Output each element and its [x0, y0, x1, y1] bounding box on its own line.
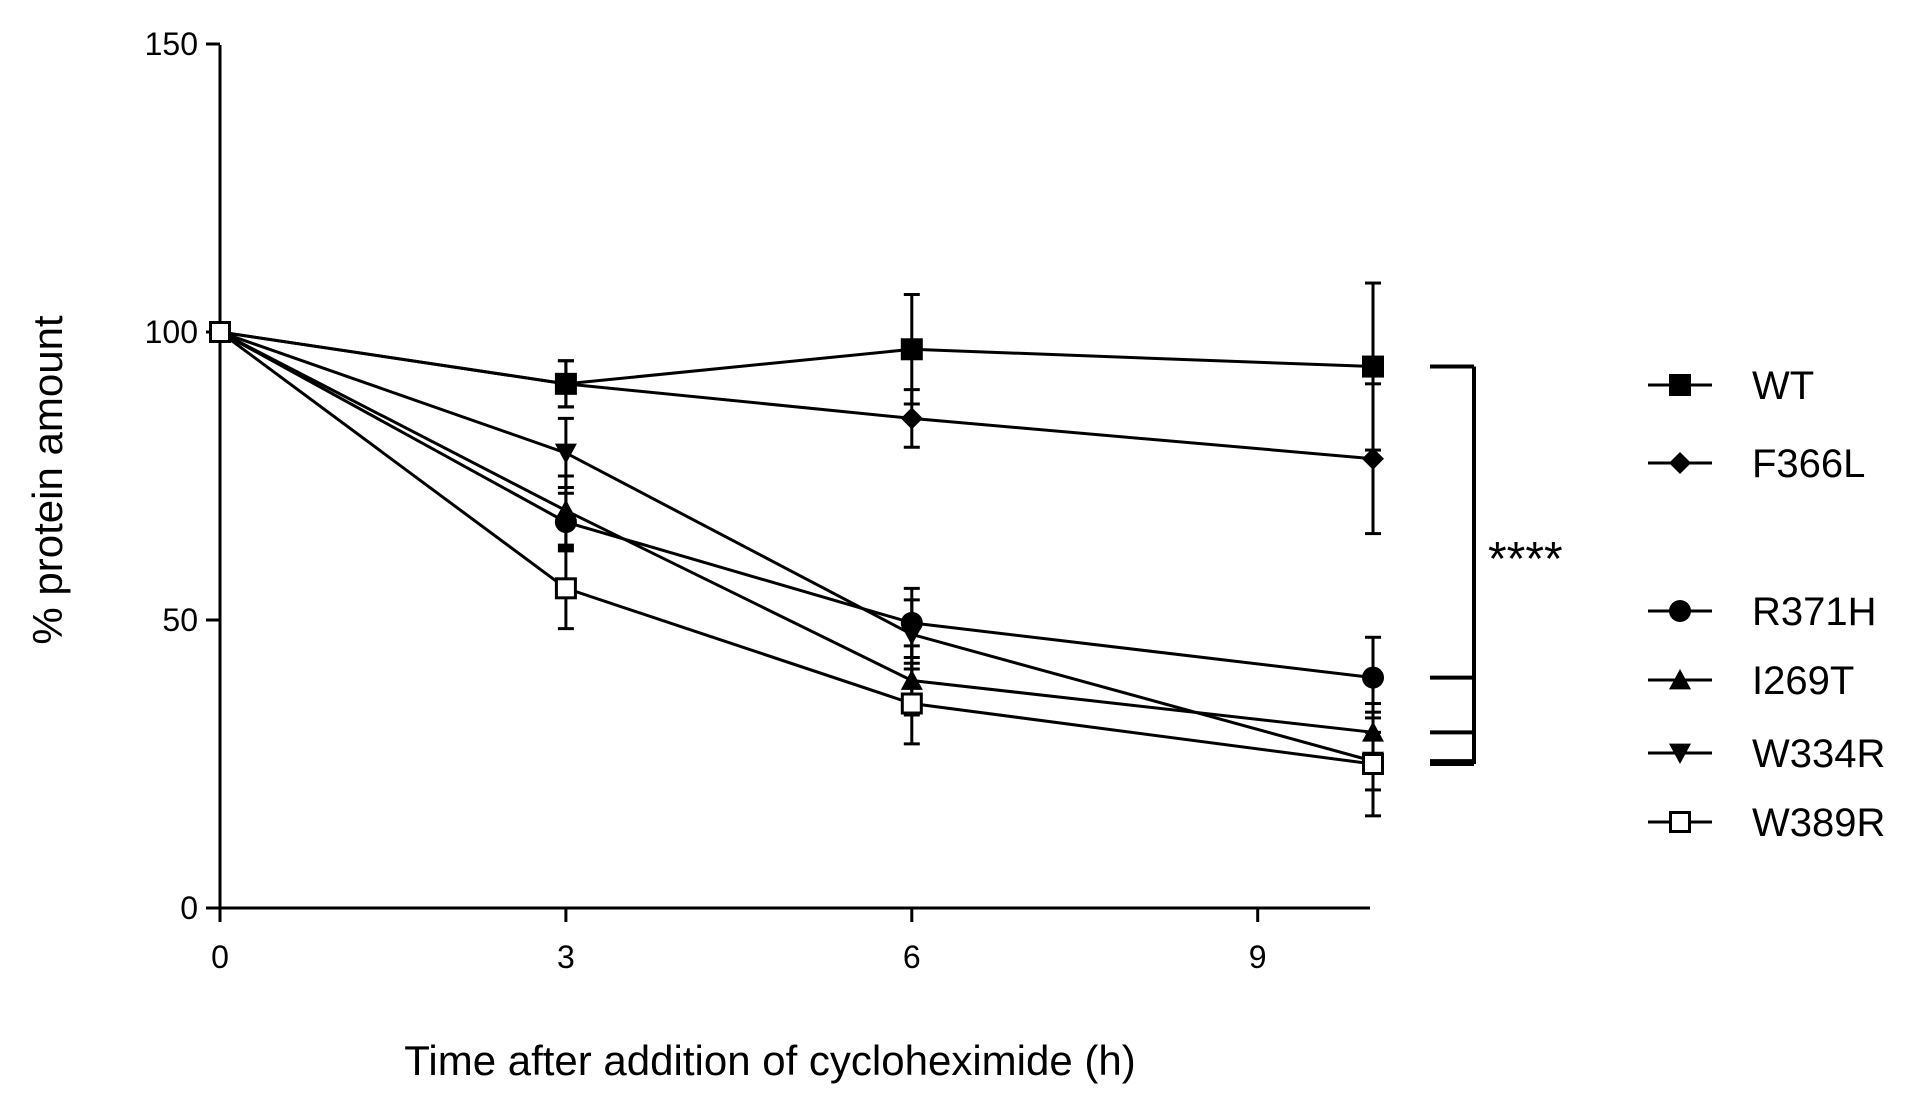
- x-ticks: 0 3 6 9: [211, 908, 1267, 975]
- series-layer: [209, 281, 1384, 818]
- legend-item-w389r: W389R: [1648, 801, 1885, 845]
- x-tick-label: 9: [1249, 939, 1267, 975]
- x-tick-label: 3: [557, 939, 575, 975]
- y-tick-label: 150: [145, 26, 198, 62]
- legend: WT F366L R371H I269T W334R W389R: [1648, 364, 1885, 845]
- legend-marker: [1669, 452, 1691, 474]
- data-point-i269t: [1362, 721, 1384, 742]
- legend-item-i269t: I269T: [1648, 659, 1854, 703]
- legend-item-w334r: W334R: [1648, 732, 1885, 776]
- legend-marker: [1669, 669, 1691, 690]
- data-point-r371h: [1362, 666, 1384, 689]
- legend-marker: [1669, 811, 1691, 833]
- series-lines: [219, 330, 1374, 766]
- data-point-w389r: [554, 577, 577, 600]
- legend-label: I269T: [1752, 659, 1854, 703]
- y-tick-label: 100: [145, 314, 198, 350]
- legend-label: R371H: [1752, 590, 1877, 634]
- data-point-w389r: [1362, 753, 1384, 775]
- data-point-w389r: [900, 692, 923, 715]
- y-ticks: 0 50 100 150: [145, 26, 220, 926]
- x-tick-label: 6: [903, 939, 921, 975]
- series-line-w389r: [219, 330, 1374, 766]
- data-point-i269t: [900, 669, 923, 690]
- x-axis-title: Time after addition of cycloheximide (h): [404, 1037, 1135, 1084]
- data-point-i269t: [554, 499, 577, 520]
- y-axis-title: % protein amount: [24, 315, 71, 645]
- y-tick-label: 50: [162, 602, 198, 638]
- series-line-f366l: [219, 330, 1374, 461]
- x-tick-label: 0: [211, 939, 229, 975]
- legend-item-r371h: R371H: [1648, 590, 1877, 634]
- legend-marker: [1669, 743, 1691, 764]
- data-point-w334r: [554, 443, 577, 464]
- data-point-wt: [900, 338, 923, 361]
- legend-label: W389R: [1752, 801, 1885, 845]
- significance-bracket: [1430, 364, 1476, 766]
- data-point-f366l: [1362, 447, 1384, 470]
- data-point-w389r: [209, 321, 231, 343]
- legend-label: F366L: [1752, 442, 1865, 486]
- series-line-r371h: [219, 330, 1374, 680]
- data-point-f366l: [554, 372, 577, 395]
- data-point-f366l: [900, 407, 923, 430]
- legend-item-f366l: F366L: [1648, 442, 1865, 486]
- legend-marker: [1669, 600, 1691, 622]
- legend-label: W334R: [1752, 732, 1885, 776]
- data-point-w334r: [900, 625, 923, 646]
- legend-marker: [1669, 374, 1691, 396]
- series-markers: [209, 321, 1384, 775]
- series-line-w334r: [219, 330, 1374, 763]
- y-tick-label: 0: [180, 890, 198, 926]
- data-point-wt: [1362, 355, 1384, 378]
- significance-label: ****: [1488, 533, 1563, 586]
- legend-item-wt: WT: [1648, 364, 1814, 408]
- axes: [218, 45, 1370, 910]
- legend-label: WT: [1752, 364, 1814, 408]
- series-line-i269t: [219, 330, 1374, 734]
